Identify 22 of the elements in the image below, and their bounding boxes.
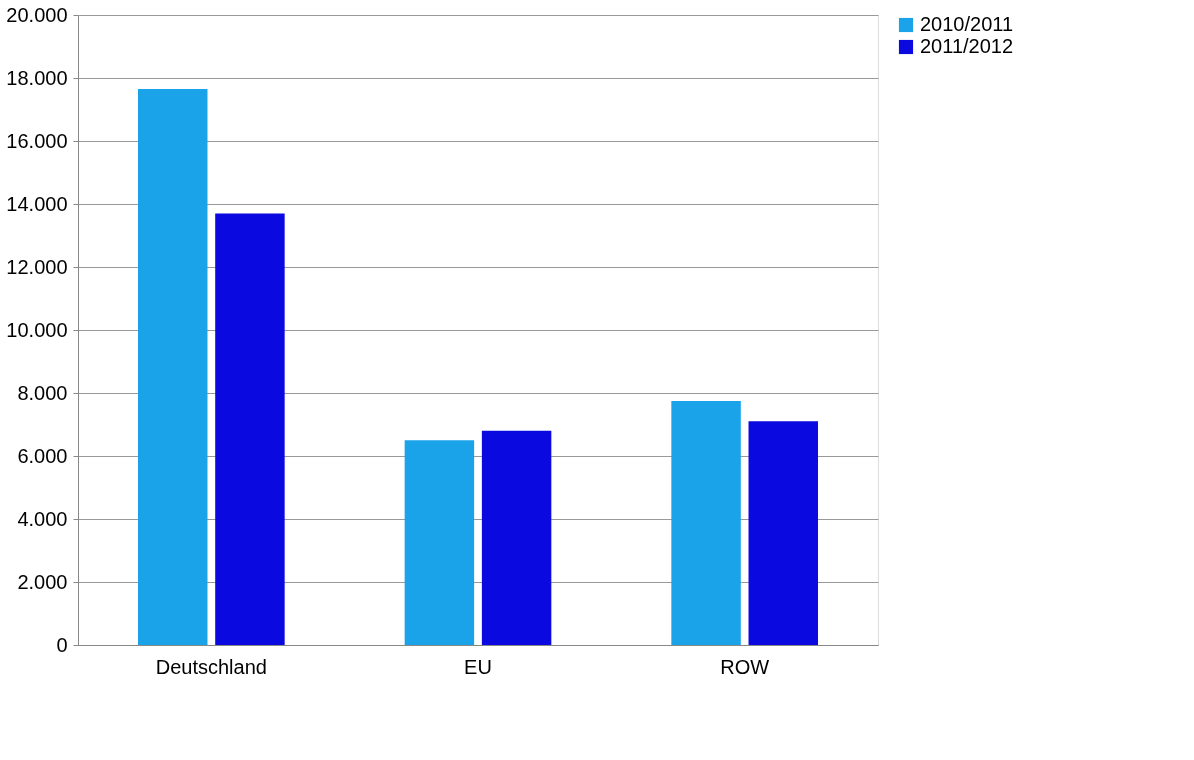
x-tick-label: EU: [464, 655, 492, 678]
y-tick-label: 20.000: [6, 3, 68, 26]
x-tick-label: ROW: [720, 655, 770, 678]
y-tick-label: 16.000: [6, 129, 68, 152]
y-tick-label: 4.000: [17, 507, 68, 530]
x-tick-label: Deutschland: [155, 655, 267, 678]
legend-label: 2010/2011: [920, 13, 1014, 35]
y-tick-label: 8.000: [17, 381, 68, 404]
bar: [138, 89, 208, 645]
bar: [671, 400, 741, 645]
y-tick-label: 6.000: [17, 444, 68, 467]
y-tick-label: 14.000: [6, 192, 68, 215]
legend-label: 2011/2012: [920, 35, 1014, 57]
bar: [481, 430, 552, 645]
y-tick-label: 18.000: [6, 66, 68, 89]
bar: [215, 213, 285, 645]
y-tick-label: 0: [56, 633, 68, 656]
bar: [404, 440, 475, 645]
y-tick-label: 12.000: [6, 255, 68, 278]
bar: [748, 421, 818, 645]
y-tick-label: 10.000: [6, 318, 68, 341]
y-tick-label: 2.000: [17, 570, 68, 593]
